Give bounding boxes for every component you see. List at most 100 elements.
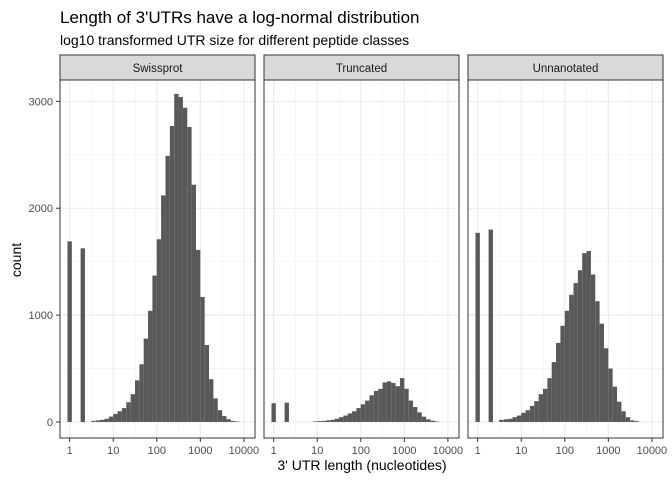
histogram-bar [339,417,344,422]
histogram-bar [395,386,400,422]
histogram-bar [191,184,196,422]
histogram-bar [284,402,289,422]
facet-strip [263,54,460,81]
histogram-bar [525,410,530,422]
histogram-bar [161,195,166,422]
histogram-bar [126,402,131,422]
histogram-bar [516,415,522,422]
histogram-bar [334,418,340,422]
histogram-bar [195,249,201,422]
histogram-bar [360,404,366,422]
histogram-bar [330,419,335,422]
x-tick-label: 10 [515,445,527,457]
histogram-bar [621,411,626,422]
histogram-bar [317,421,322,422]
x-tick-label: 10000 [229,445,260,457]
histogram-bar [551,362,557,422]
histogram-bar [80,248,85,422]
histogram-bar [347,413,353,422]
histogram-bar [475,232,480,422]
histogram-bar [148,310,153,422]
histogram-bar [430,420,435,422]
facet-strip-label: Unnanotated [533,63,599,75]
x-tick-label: 1000 [188,445,212,457]
x-tick-label: 1 [67,445,73,457]
histogram-bar [378,388,383,422]
y-axis: 0 1000 2000 3000 [29,96,60,429]
y-tick-label: 2000 [29,203,53,215]
histogram-bar [178,97,183,422]
histogram-bar [121,408,127,422]
x-tick-label: 100 [148,445,166,457]
major-gridlines [264,80,459,438]
facet-strip [59,54,256,81]
histogram-bar [434,421,440,422]
histogram-bar [586,250,591,422]
histogram-bar [226,419,231,422]
histogram-bar [200,296,205,422]
histogram-bar [143,338,149,422]
histogram-bar [174,93,179,422]
histogram-bar [369,395,374,422]
histogram-bar [312,421,318,422]
histogram-bar [117,411,122,422]
facet-strip-label: Swissprot [133,63,184,75]
histogram-bars [271,378,440,422]
y-tick-label: 0 [47,417,53,429]
histogram-bar [217,410,223,422]
histogram-bar [521,412,526,422]
histogram-bar [352,411,357,422]
histogram-bar [169,125,175,422]
x-tick-label: 1000 [596,445,620,457]
histogram-bars [475,229,639,422]
histogram-bar [408,400,414,422]
histogram-bar [386,381,392,422]
histogram-bar [373,390,379,422]
histogram-bar [391,382,396,422]
histogram-bar [230,420,236,422]
facet-panel: Swissprot 1 10 100 1000 10000 [59,54,260,457]
histogram-bar [417,412,422,422]
minor-gridlines [468,80,663,438]
histogram-bar [426,419,431,422]
histogram-bar [356,408,361,422]
panel-border [263,79,460,439]
histogram-bar [365,400,370,422]
histogram-bar [404,388,409,422]
histogram-bar [213,398,218,422]
histogram-bar [222,416,227,422]
histogram-bar [556,342,561,422]
histogram-bar [603,348,609,422]
histogram-bar [560,325,565,422]
histogram-bar [187,127,192,422]
histogram-bar [547,378,552,422]
histogram-bar [569,294,574,422]
histogram-bar [595,301,600,422]
histogram-bar [130,394,136,422]
x-tick-label: 10 [311,445,323,457]
histogram-bar [325,420,331,422]
x-tick-label: 100 [352,445,370,457]
histogram-bar [512,417,517,422]
chart-title: Length of 3'UTRs have a log-normal distr… [60,8,420,27]
histogram-bar [577,270,583,422]
histogram-bar [543,388,548,422]
minor-gridlines [264,80,459,438]
chart-subtitle: log10 transformed UTR size for different… [60,32,409,48]
facet-panels: Swissprot 1 10 100 1000 10000 Truncated 1 10 100 1… [59,54,668,457]
histogram-bar [617,401,622,422]
histogram-bar [156,239,162,422]
histogram-bar [100,419,105,422]
histogram-bar [529,405,535,422]
histogram-bar [399,378,405,422]
x-tick-label: 10000 [637,445,668,457]
histogram-bar [204,345,210,422]
histogram-bar [499,419,504,422]
x-tick-label: 1 [475,445,481,457]
histogram-bar [421,416,427,422]
histogram-bar [135,380,140,422]
histogram-bar [182,107,188,422]
facet-panel: Unnanotated 1 10 100 1000 10000 [467,54,668,457]
histogram-bar [538,394,544,422]
